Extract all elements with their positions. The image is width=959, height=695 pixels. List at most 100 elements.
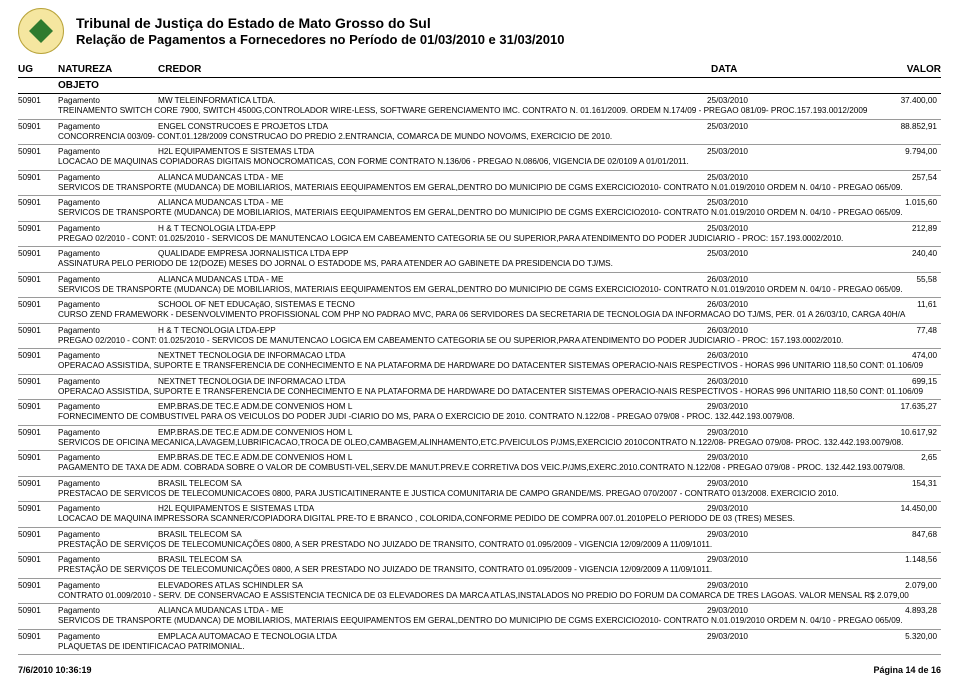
cell-objeto: CURSO ZEND FRAMEWORK - DESENVOLVIMENTO P… [18,310,941,322]
payment-entry: 50901PagamentoEMP.BRAS.DE TEC.E ADM.DE C… [18,426,941,452]
cell-valor: 17.635,27 [847,402,941,412]
cell-credor: H2L EQUIPAMENTOS E SISTEMAS LTDA [158,504,707,514]
cell-valor: 474,00 [847,351,941,361]
cell-valor: 2,65 [847,453,941,463]
cell-data: 25/03/2010 [707,198,847,208]
entries-list: 50901PagamentoMW TELEINFORMATICA LTDA.25… [18,94,941,655]
col-valor: VALOR [851,64,941,75]
cell-data: 29/03/2010 [707,479,847,489]
cell-valor: 847,68 [847,530,941,540]
cell-natureza: Pagamento [58,351,158,361]
payment-entry: 50901PagamentoH & T TECNOLOGIA LTDA-EPP2… [18,222,941,248]
cell-natureza: Pagamento [58,173,158,183]
cell-valor: 154,31 [847,479,941,489]
cell-ug: 50901 [18,275,58,285]
cell-data: 26/03/2010 [707,377,847,387]
cell-ug: 50901 [18,504,58,514]
cell-credor: SCHOOL OF NET EDUCAçãO, SISTEMAS E TECNO [158,300,707,310]
cell-natureza: Pagamento [58,555,158,565]
cell-data: 29/03/2010 [707,453,847,463]
cell-credor: ALIANCA MUDANCAS LTDA - ME [158,606,707,616]
cell-natureza: Pagamento [58,402,158,412]
cell-ug: 50901 [18,351,58,361]
col-data: DATA [711,64,851,75]
cell-objeto: SERVICOS DE TRANSPORTE (MUDANCA) DE MOBI… [18,616,941,628]
footer-timestamp: 7/6/2010 10:36:19 [18,665,92,675]
cell-valor: 240,40 [847,249,941,259]
cell-valor: 699,15 [847,377,941,387]
payment-entry: 50901PagamentoBRASIL TELECOM SA29/03/201… [18,553,941,579]
cell-natureza: Pagamento [58,632,158,642]
payment-entry: 50901PagamentoQUALIDADE EMPRESA JORNALIS… [18,247,941,273]
cell-valor: 14.450,00 [847,504,941,514]
cell-ug: 50901 [18,402,58,412]
cell-valor: 9.794,00 [847,147,941,157]
cell-credor: H & T TECNOLOGIA LTDA-EPP [158,224,707,234]
cell-credor: H & T TECNOLOGIA LTDA-EPP [158,326,707,336]
cell-objeto: PRESTAÇÃO DE SERVIÇOS DE TELECOMUNICAÇÕE… [18,565,941,577]
payment-entry: 50901PagamentoELEVADORES ATLAS SCHINDLER… [18,579,941,605]
payment-entry: 50901PagamentoMW TELEINFORMATICA LTDA.25… [18,94,941,120]
cell-natureza: Pagamento [58,530,158,540]
cell-natureza: Pagamento [58,504,158,514]
cell-natureza: Pagamento [58,96,158,106]
cell-objeto: FORNECIMENTO DE COMBUSTIVEL PARA OS VEIC… [18,412,941,424]
cell-data: 29/03/2010 [707,606,847,616]
cell-ug: 50901 [18,428,58,438]
cell-natureza: Pagamento [58,606,158,616]
col-credor: CREDOR [158,64,711,75]
cell-credor: BRASIL TELECOM SA [158,479,707,489]
cell-credor: NEXTNET TECNOLOGIA DE INFORMACAO LTDA [158,377,707,387]
cell-valor: 88.852,91 [847,122,941,132]
cell-data: 25/03/2010 [707,173,847,183]
payment-entry: 50901PagamentoNEXTNET TECNOLOGIA DE INFO… [18,349,941,375]
payment-entry: 50901PagamentoEMPLACA AUTOMACAO E TECNOL… [18,630,941,656]
cell-valor: 2.079,00 [847,581,941,591]
cell-credor: ENGEL CONSTRUCOES E PROJETOS LTDA [158,122,707,132]
payment-entry: 50901PagamentoENGEL CONSTRUCOES E PROJET… [18,120,941,146]
page-footer: 7/6/2010 10:36:19 Página 14 de 16 [18,665,941,675]
cell-credor: H2L EQUIPAMENTOS E SISTEMAS LTDA [158,147,707,157]
payment-entry: 50901PagamentoBRASIL TELECOM SA29/03/201… [18,477,941,503]
cell-data: 26/03/2010 [707,300,847,310]
cell-credor: ELEVADORES ATLAS SCHINDLER SA [158,581,707,591]
cell-objeto: SERVICOS DE TRANSPORTE (MUDANCA) DE MOBI… [18,208,941,220]
payment-entry: 50901PagamentoEMP.BRAS.DE TEC.E ADM.DE C… [18,451,941,477]
cell-ug: 50901 [18,147,58,157]
cell-objeto: SERVICOS DE TRANSPORTE (MUDANCA) DE MOBI… [18,285,941,297]
cell-ug: 50901 [18,581,58,591]
cell-ug: 50901 [18,224,58,234]
cell-natureza: Pagamento [58,581,158,591]
cell-data: 26/03/2010 [707,275,847,285]
report-header: Tribunal de Justiça do Estado de Mato Gr… [18,8,941,54]
cell-ug: 50901 [18,173,58,183]
cell-ug: 50901 [18,326,58,336]
cell-credor: EMP.BRAS.DE TEC.E ADM.DE CONVENIOS HOM L [158,402,707,412]
cell-objeto: LOCACAO DE MAQUINAS COPIADORAS DIGITAIS … [18,157,941,169]
cell-objeto: LOCACAO DE MAQUINA IMPRESSORA SCANNER/CO… [18,514,941,526]
court-logo [18,8,64,54]
payment-entry: 50901PagamentoH & T TECNOLOGIA LTDA-EPP2… [18,324,941,350]
footer-page-number: Página 14 de 16 [873,665,941,675]
payment-entry: 50901PagamentoNEXTNET TECNOLOGIA DE INFO… [18,375,941,401]
payment-entry: 50901PagamentoBRASIL TELECOM SA29/03/201… [18,528,941,554]
cell-data: 25/03/2010 [707,122,847,132]
cell-credor: ALIANCA MUDANCAS LTDA - ME [158,198,707,208]
cell-ug: 50901 [18,122,58,132]
cell-ug: 50901 [18,453,58,463]
cell-ug: 50901 [18,632,58,642]
cell-objeto: PRESTACAO DE SERVICOS DE TELECOMUNICACOE… [18,489,941,501]
payment-entry: 50901PagamentoALIANCA MUDANCAS LTDA - ME… [18,604,941,630]
cell-natureza: Pagamento [58,147,158,157]
cell-natureza: Pagamento [58,249,158,259]
cell-objeto: PREGAO 02/2010 - CONT: 01.025/2010 - SER… [18,234,941,246]
payment-entry: 50901PagamentoEMP.BRAS.DE TEC.E ADM.DE C… [18,400,941,426]
cell-ug: 50901 [18,96,58,106]
cell-objeto: PAGAMENTO DE TAXA DE ADM. COBRADA SOBRE … [18,463,941,475]
cell-natureza: Pagamento [58,453,158,463]
cell-valor: 37.400,00 [847,96,941,106]
cell-data: 26/03/2010 [707,351,847,361]
report-title: Relação de Pagamentos a Fornecedores no … [76,32,564,47]
cell-data: 25/03/2010 [707,224,847,234]
cell-credor: MW TELEINFORMATICA LTDA. [158,96,707,106]
